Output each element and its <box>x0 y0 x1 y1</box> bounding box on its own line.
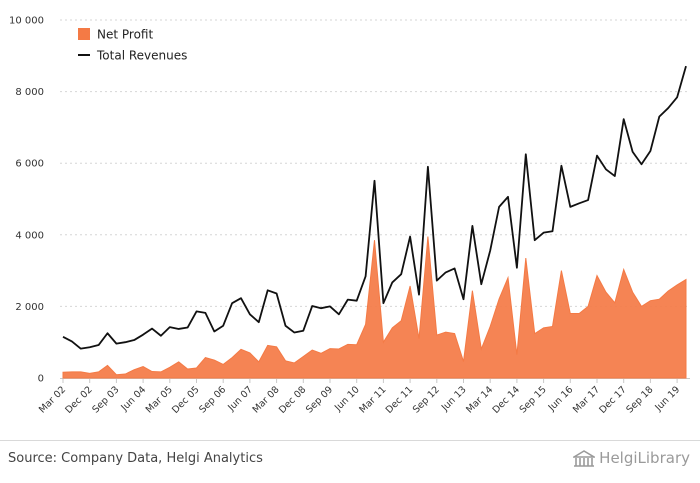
x-tick-label: Sep 06 <box>197 384 228 415</box>
x-tick-label: Mar 14 <box>464 384 495 415</box>
series-line-total-revenues <box>62 65 687 350</box>
y-tick-label: 0 <box>38 374 44 385</box>
legend-swatch-net-profit <box>78 28 90 40</box>
x-tick-label: Jun 07 <box>225 384 255 414</box>
footer: Source: Company Data, Helgi Analytics He… <box>0 440 700 483</box>
legend: Net Profit Total Revenues <box>78 28 187 63</box>
x-tick-label: Sep 18 <box>624 384 655 415</box>
x-tick-label: Jun 16 <box>546 384 576 414</box>
x-tick-label: Sep 09 <box>304 384 335 415</box>
x-tick-label: Mar 11 <box>357 384 388 415</box>
helgi-library-building-icon <box>573 450 596 467</box>
source-text: Source: Company Data, Helgi Analytics <box>8 451 263 466</box>
x-tick-label: Mar 08 <box>251 384 282 415</box>
x-tick-label: Sep 03 <box>90 384 121 415</box>
x-tick-label: Dec 17 <box>597 384 628 415</box>
y-axis: 0 2 000 4 000 6 000 8 000 10 000 <box>9 16 44 385</box>
x-tick-label: Mar 02 <box>37 384 68 415</box>
x-tick-label: Dec 14 <box>491 384 522 415</box>
x-tick-label: Jun 19 <box>653 384 683 414</box>
logo-text: HelgiLibrary <box>599 449 690 467</box>
x-tick-label: Mar 17 <box>571 384 602 415</box>
x-tick-label: Sep 15 <box>518 384 549 415</box>
x-tick-label: Sep 12 <box>411 384 442 415</box>
legend-label-net-profit: Net Profit <box>97 28 153 42</box>
x-tick-label: Dec 02 <box>63 384 94 415</box>
x-tick-label: Jun 10 <box>332 384 362 414</box>
y-tick-label: 4 000 <box>15 230 44 241</box>
x-tick-label: Jun 04 <box>119 384 149 414</box>
x-tick-label: Dec 08 <box>277 384 308 415</box>
x-tick-label: Dec 05 <box>170 384 201 415</box>
y-tick-label: 10 000 <box>9 16 44 27</box>
y-tick-label: 8 000 <box>15 87 44 98</box>
series-area-net-profit <box>62 236 687 379</box>
legend-label-total-revenues: Total Revenues <box>96 49 187 63</box>
x-tick-label: Mar 05 <box>144 384 175 415</box>
y-tick-label: 2 000 <box>15 302 44 313</box>
x-tick-label: Dec 11 <box>384 384 415 415</box>
x-tick-label: Jun 13 <box>439 384 469 414</box>
logo: HelgiLibrary <box>573 449 690 467</box>
chart-series <box>62 65 687 379</box>
y-tick-label: 6 000 <box>15 159 44 170</box>
